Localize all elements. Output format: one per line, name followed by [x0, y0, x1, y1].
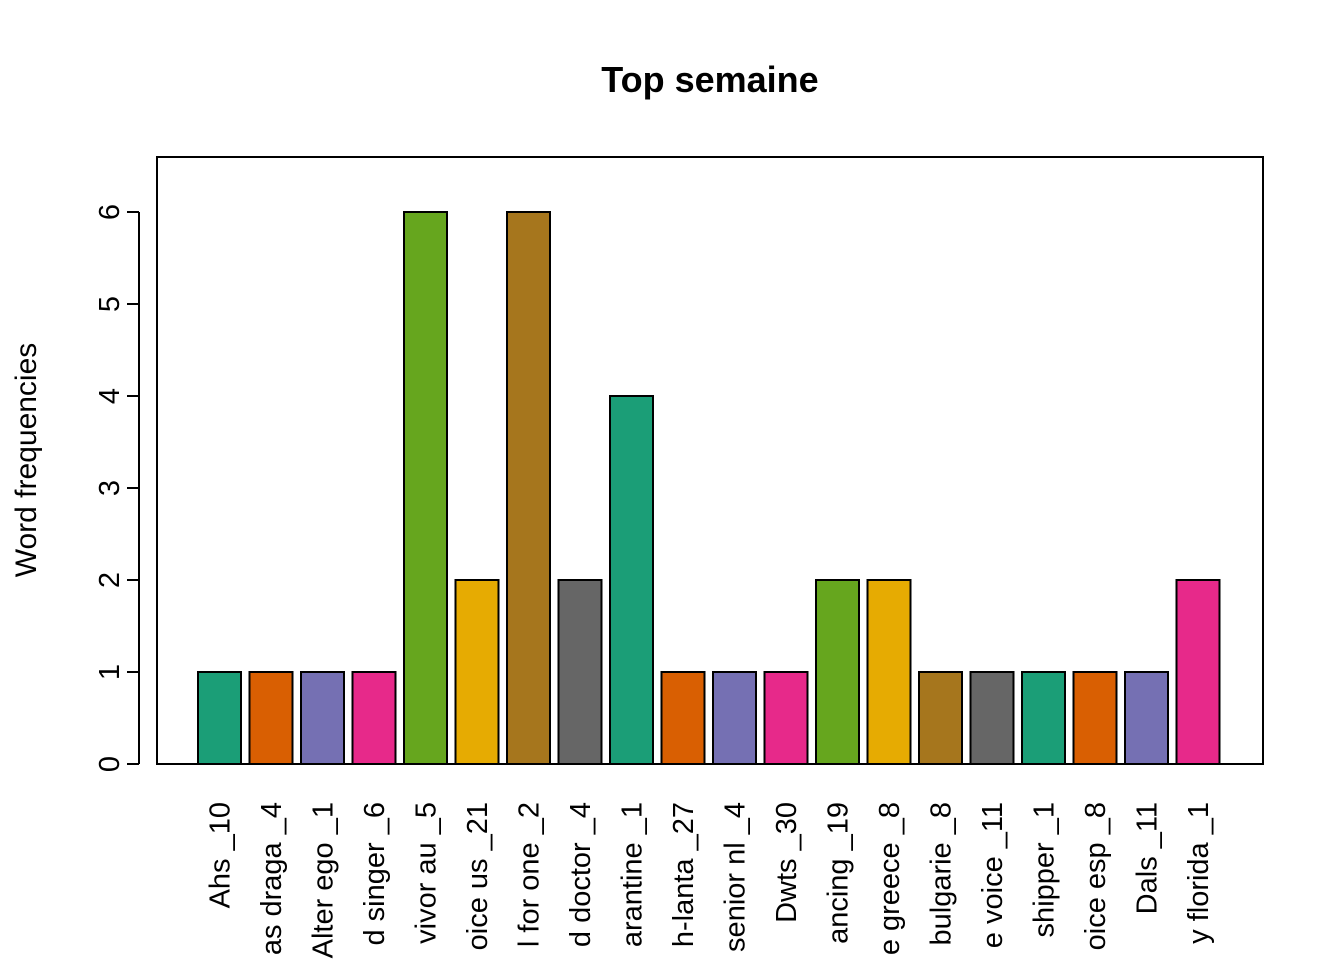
- x-tick-label-19: Dals _11: [1132, 802, 1164, 914]
- y-tick-label-5: 5: [94, 296, 126, 312]
- bar-15: [918, 671, 963, 765]
- x-tick-label-9: arantine _1: [617, 802, 649, 947]
- bar-1: [197, 671, 242, 765]
- bar-7: [506, 211, 551, 765]
- x-tick-label-8: d doctor _4: [565, 802, 597, 947]
- x-tick-label-18: oice esp _8: [1080, 802, 1112, 950]
- bar-11: [712, 671, 757, 765]
- x-tick-label-13: ancing _19: [823, 802, 855, 944]
- x-tick-label-4: d singer _6: [359, 802, 391, 946]
- x-axis-labels: Ahs _10 as draga _4 Alter ego _1 d singer _…: [205, 802, 1216, 958]
- x-tick-label-6: oice us _21: [462, 802, 494, 950]
- bar-19: [1124, 671, 1169, 765]
- bar-16: [969, 671, 1015, 765]
- bar-9: [609, 395, 654, 765]
- chart-title: Top semaine: [601, 59, 818, 100]
- x-tick-label-20: y florida _1: [1183, 802, 1215, 944]
- x-tick-label-15: bulgarie _8: [926, 802, 958, 946]
- x-tick-label-14: e greece _8: [874, 802, 906, 955]
- y-tick-label-2: 2: [94, 572, 126, 588]
- y-tick-label-0: 0: [94, 756, 126, 772]
- x-tick-label-12: Dwts _30: [771, 802, 803, 923]
- bar-10: [660, 671, 706, 765]
- bar-6: [454, 579, 500, 765]
- bar-12: [763, 671, 809, 765]
- x-tick-label-11: senior nl _4: [720, 802, 752, 952]
- bar-8: [557, 579, 603, 765]
- y-axis-label: Word frequencies: [10, 343, 43, 578]
- bar-17: [1021, 671, 1066, 765]
- x-tick-label-2: as draga _4: [256, 802, 288, 955]
- bars-layer: [197, 211, 1221, 765]
- x-tick-label-7: l for one _2: [514, 802, 546, 947]
- bar-5: [403, 211, 448, 765]
- x-tick-label-16: e voice _11: [977, 802, 1009, 948]
- y-tick-label-4: 4: [94, 388, 126, 404]
- y-tick-label-1: 1: [94, 664, 126, 680]
- x-tick-label-17: shipper _1: [1029, 802, 1061, 937]
- bar-13: [815, 579, 860, 765]
- bar-2: [248, 671, 294, 765]
- x-tick-label-10: h-lanta _27: [668, 802, 700, 947]
- y-tick-label-3: 3: [94, 480, 126, 496]
- x-tick-label-1: Ahs _10: [205, 802, 237, 908]
- plot-frame: [156, 156, 1264, 765]
- bar-4: [351, 671, 397, 765]
- bar-3: [300, 671, 345, 765]
- y-axis: 0 1 2 3 4 5 6: [94, 204, 140, 772]
- bar-20: [1175, 579, 1221, 765]
- x-tick-label-5: vivor au _5: [411, 802, 443, 944]
- y-tick-label-6: 6: [94, 204, 126, 220]
- x-tick-label-3: Alter ego _1: [308, 802, 340, 958]
- bar-14: [866, 579, 912, 765]
- bar-18: [1072, 671, 1118, 765]
